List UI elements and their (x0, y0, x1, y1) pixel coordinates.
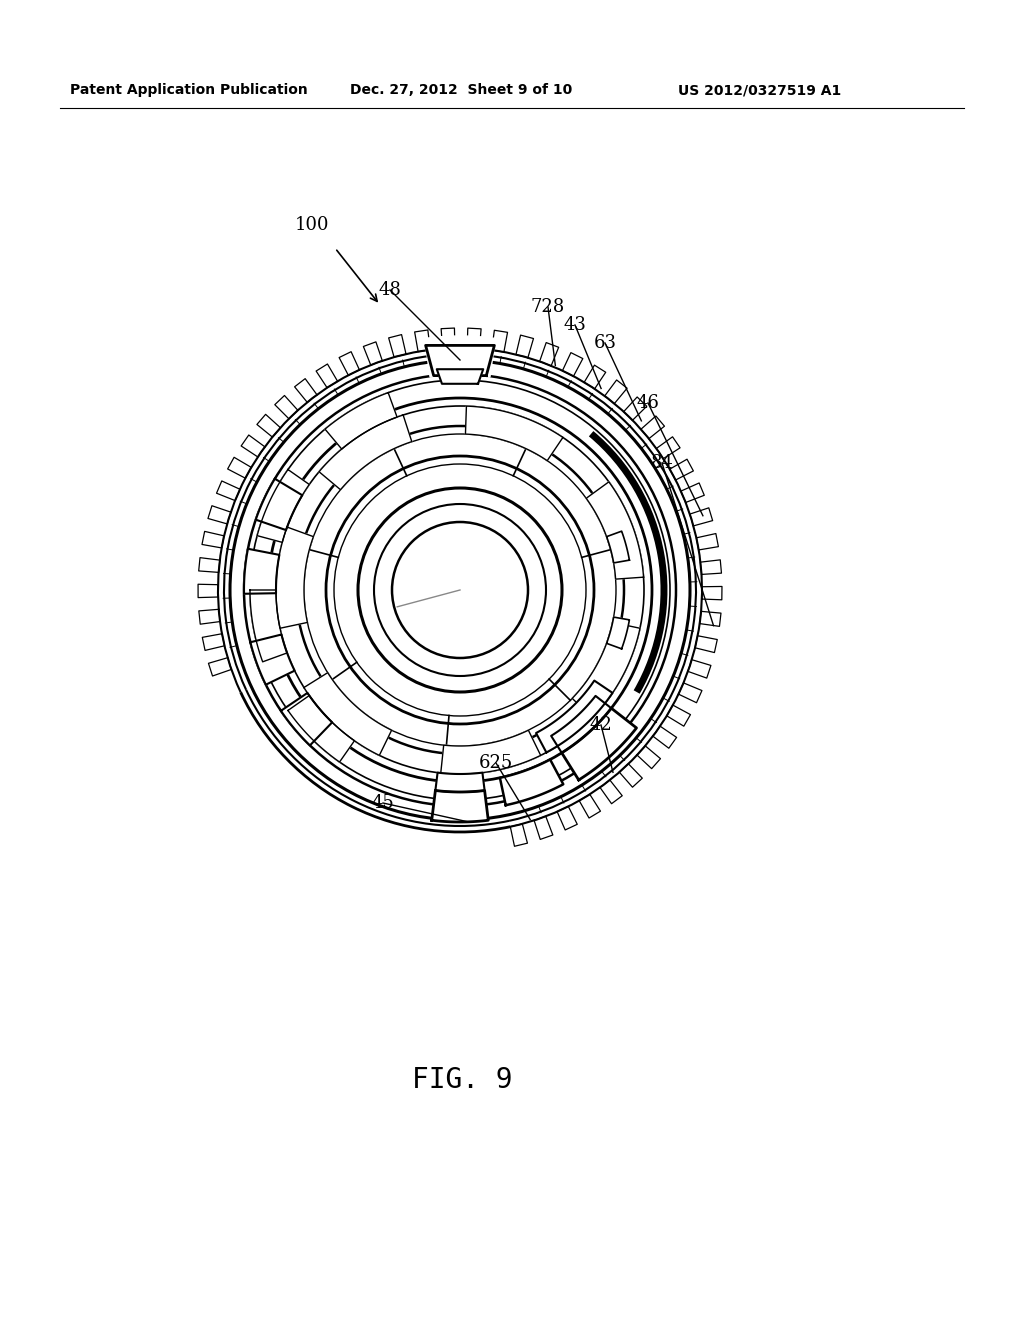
Polygon shape (241, 436, 265, 457)
Polygon shape (562, 709, 637, 780)
Polygon shape (209, 657, 231, 676)
Polygon shape (688, 660, 711, 678)
Polygon shape (415, 330, 430, 351)
Polygon shape (701, 586, 722, 599)
Polygon shape (244, 549, 280, 594)
Polygon shape (699, 611, 721, 627)
Polygon shape (535, 816, 553, 840)
Polygon shape (690, 508, 713, 525)
Polygon shape (316, 364, 338, 388)
Polygon shape (624, 397, 647, 420)
Polygon shape (667, 705, 690, 726)
Polygon shape (426, 346, 495, 376)
Text: 728: 728 (530, 298, 565, 315)
Polygon shape (437, 370, 483, 384)
Polygon shape (500, 759, 563, 805)
Polygon shape (304, 673, 391, 755)
Polygon shape (257, 414, 281, 437)
Polygon shape (641, 416, 665, 438)
Polygon shape (551, 696, 611, 752)
Polygon shape (251, 635, 295, 685)
Polygon shape (600, 780, 623, 804)
Text: 42: 42 (590, 715, 612, 734)
Polygon shape (580, 795, 600, 818)
Polygon shape (432, 791, 488, 822)
Polygon shape (216, 480, 240, 500)
Polygon shape (227, 457, 251, 478)
Polygon shape (199, 557, 220, 573)
Polygon shape (572, 623, 640, 718)
Polygon shape (637, 746, 660, 768)
Polygon shape (584, 366, 606, 389)
Polygon shape (536, 681, 612, 752)
Polygon shape (276, 527, 313, 628)
Polygon shape (679, 682, 701, 702)
Polygon shape (256, 479, 302, 531)
Polygon shape (435, 772, 484, 792)
Polygon shape (199, 610, 220, 624)
Text: Dec. 27, 2012  Sheet 9 of 10: Dec. 27, 2012 Sheet 9 of 10 (350, 83, 572, 96)
Polygon shape (606, 616, 630, 649)
Polygon shape (695, 636, 717, 652)
Polygon shape (257, 470, 309, 543)
Polygon shape (620, 764, 642, 787)
Polygon shape (325, 392, 397, 449)
Text: 48: 48 (379, 281, 401, 300)
Polygon shape (440, 730, 541, 774)
Polygon shape (540, 343, 559, 366)
Polygon shape (467, 329, 481, 348)
Polygon shape (274, 396, 298, 418)
Polygon shape (656, 437, 680, 458)
Polygon shape (653, 726, 677, 748)
Polygon shape (510, 824, 527, 846)
Polygon shape (198, 585, 218, 598)
Polygon shape (425, 337, 496, 378)
Text: 46: 46 (637, 393, 659, 412)
Polygon shape (389, 334, 407, 358)
Polygon shape (604, 380, 627, 404)
Polygon shape (606, 531, 630, 562)
Polygon shape (681, 483, 705, 503)
Polygon shape (203, 634, 224, 651)
Polygon shape (466, 407, 563, 461)
Polygon shape (696, 533, 719, 550)
Polygon shape (339, 351, 359, 375)
Text: 625: 625 (479, 754, 513, 772)
Polygon shape (319, 414, 412, 490)
Polygon shape (557, 807, 578, 830)
Polygon shape (441, 329, 455, 348)
Text: 63: 63 (594, 334, 616, 352)
Polygon shape (492, 330, 508, 352)
Polygon shape (208, 506, 230, 524)
Polygon shape (586, 482, 643, 579)
Polygon shape (281, 693, 332, 746)
Text: 43: 43 (563, 315, 587, 334)
Text: 45: 45 (372, 795, 394, 812)
Polygon shape (700, 560, 722, 574)
Polygon shape (288, 696, 354, 762)
Polygon shape (562, 352, 583, 376)
Text: 100: 100 (295, 216, 330, 234)
Polygon shape (670, 459, 693, 480)
Polygon shape (364, 342, 382, 366)
Text: FIG. 9: FIG. 9 (412, 1067, 512, 1094)
Polygon shape (295, 379, 317, 403)
Text: 84: 84 (650, 454, 674, 473)
Polygon shape (516, 335, 534, 358)
Polygon shape (202, 532, 224, 548)
Text: US 2012/0327519 A1: US 2012/0327519 A1 (678, 83, 842, 96)
Polygon shape (250, 590, 287, 661)
Text: Patent Application Publication: Patent Application Publication (70, 83, 308, 96)
